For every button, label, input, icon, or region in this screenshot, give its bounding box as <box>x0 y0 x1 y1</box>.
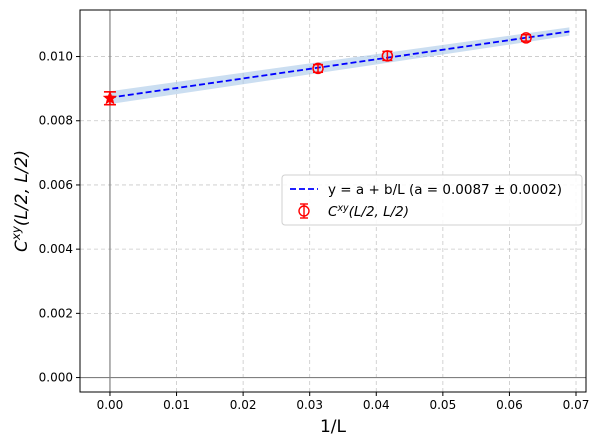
x-tick-label: 0.05 <box>429 398 456 412</box>
extrapolated-star <box>102 90 118 105</box>
fit-confidence-band <box>109 27 570 105</box>
x-tick-label: 0.04 <box>363 398 390 412</box>
data-point <box>520 32 532 44</box>
x-tick-label: 0.02 <box>230 398 257 412</box>
legend-point-marker <box>298 205 310 217</box>
axis-titles: 1/L Cxy(L/2, L/2) <box>9 150 347 437</box>
x-axis-title: 1/L <box>320 417 347 437</box>
legend-point-label: Cxy(L/2, L/2) <box>328 203 409 221</box>
data-point <box>312 62 324 75</box>
x-tick-label: 0.03 <box>296 398 323 412</box>
legend: y = a + b/L (a = 0.0087 ± 0.0002) Cxy(L/2… <box>281 174 583 226</box>
plot-frame <box>79 9 587 393</box>
y-axis-title: Cxy(L/2, L/2) <box>9 150 32 252</box>
y-tick-label: 0.006 <box>39 178 73 192</box>
data-point <box>381 50 394 62</box>
y-tick-label: 0.002 <box>39 306 73 320</box>
legend-fit-label: y = a + b/L (a = 0.0087 ± 0.0002) <box>328 182 562 198</box>
x-tick-label: 0.00 <box>97 398 124 412</box>
confidence-band <box>109 27 570 105</box>
y-tick-label: 0.010 <box>39 50 73 64</box>
zero-lines <box>80 10 586 392</box>
y-tick-label: 0.004 <box>39 242 73 256</box>
y-tick-label: 0.008 <box>39 114 73 128</box>
axis-ticks: 0.00 0.01 0.02 0.03 0.04 0.05 0.06 0.07 0.000 0.0… <box>39 50 590 412</box>
x-tick-label: 0.06 <box>496 398 523 412</box>
y-tick-label: 0.000 <box>39 371 73 385</box>
x-tick-label: 0.01 <box>163 398 190 412</box>
data-points <box>102 32 532 106</box>
fit-line-path <box>109 30 570 99</box>
fit-line <box>109 30 570 99</box>
x-tick-label: 0.07 <box>563 398 590 412</box>
legend-box <box>281 174 583 226</box>
